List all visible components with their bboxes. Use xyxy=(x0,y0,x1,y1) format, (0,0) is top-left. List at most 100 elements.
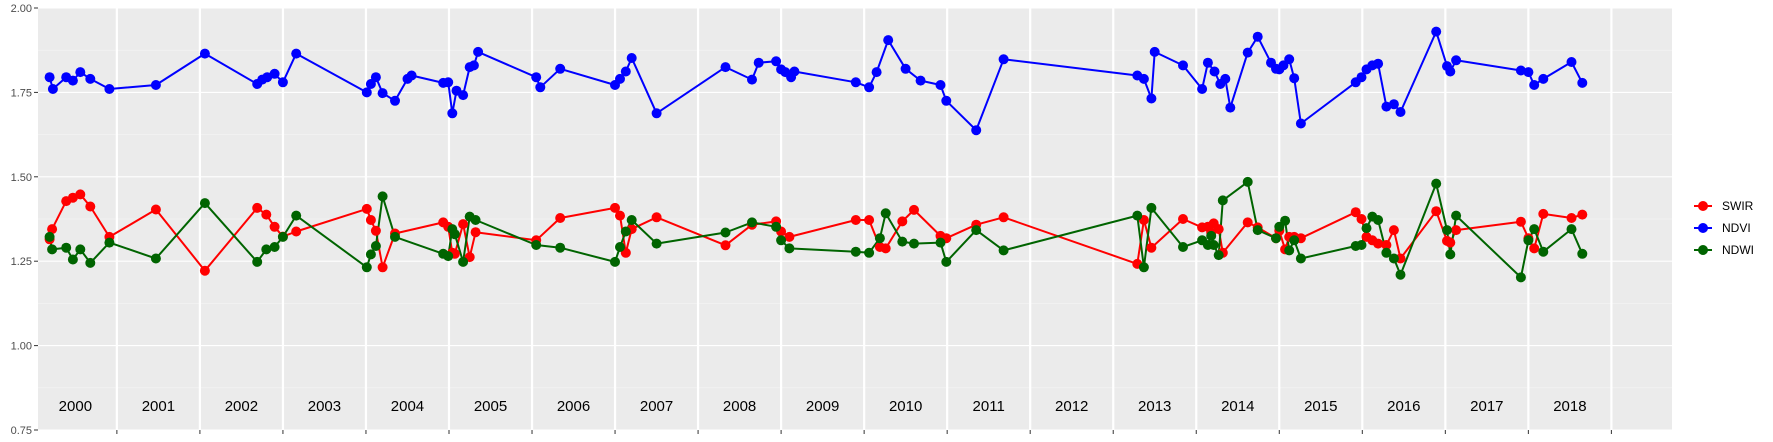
ndvi-point xyxy=(269,68,280,79)
year-label: 2011 xyxy=(973,398,1005,415)
ndvi-point xyxy=(1431,26,1442,37)
year-label: 2017 xyxy=(1470,398,1503,415)
ndvi-point xyxy=(1451,55,1462,66)
swir-point xyxy=(365,215,376,225)
ndvi-point xyxy=(971,125,982,136)
ndwi-point xyxy=(443,251,454,262)
ndwi-point xyxy=(1242,176,1253,187)
year-label: 2009 xyxy=(806,398,839,415)
ndvi-point xyxy=(447,108,458,119)
swir-point xyxy=(199,265,210,276)
legend-swatch-ndwi xyxy=(1698,245,1708,255)
ndwi-point xyxy=(1208,240,1219,250)
ndvi-point xyxy=(361,87,372,98)
ndvi-point xyxy=(720,62,731,73)
ndwi-point xyxy=(470,215,481,225)
swir-point xyxy=(1451,225,1462,236)
grid-layer xyxy=(38,7,1672,431)
ndvi-point xyxy=(390,95,400,106)
ndvi-point xyxy=(1284,54,1295,65)
ndvi-point xyxy=(370,72,381,83)
ndvi-point xyxy=(771,56,782,67)
ndwi-point xyxy=(776,235,787,246)
ndvi-point xyxy=(1566,57,1577,67)
ndvi-point xyxy=(1577,77,1588,88)
ndvi-point xyxy=(1356,72,1367,83)
ndwi-point xyxy=(651,238,662,249)
swir-point xyxy=(458,219,469,230)
swir-point xyxy=(47,224,58,235)
ndvi-point xyxy=(1529,80,1540,90)
ndwi-point xyxy=(747,217,757,228)
year-label: 2013 xyxy=(1138,398,1171,415)
ndvi-point xyxy=(789,66,800,77)
ndwi-point xyxy=(449,229,460,240)
swir-point xyxy=(1515,216,1526,227)
ndwi-point xyxy=(610,256,620,267)
swir-point xyxy=(370,225,381,236)
swir-point xyxy=(1431,206,1442,217)
swir-point xyxy=(784,231,795,242)
ndwi-point xyxy=(75,244,86,255)
year-label: 2002 xyxy=(225,398,258,415)
y-tick-label: 1.25 xyxy=(11,256,32,268)
ndwi-point xyxy=(85,257,96,268)
ndvi-point xyxy=(555,63,566,74)
swir-point xyxy=(864,215,875,225)
swir-point xyxy=(1373,238,1384,249)
year-label: 2006 xyxy=(557,398,590,415)
ndwi-point xyxy=(44,231,55,242)
swir-point xyxy=(252,202,263,213)
swir-point xyxy=(1538,208,1549,219)
swir-point xyxy=(261,209,272,220)
ndvi-point xyxy=(651,108,662,119)
ndwi-point xyxy=(874,233,885,244)
ndvi-point xyxy=(1146,93,1157,104)
ndwi-point xyxy=(880,208,891,219)
ndwi-point xyxy=(61,242,72,253)
swir-point xyxy=(720,240,731,251)
ndvi-point xyxy=(458,90,469,101)
ndwi-point xyxy=(626,215,637,225)
swir-point xyxy=(291,226,302,237)
ndwi-point xyxy=(1280,215,1291,226)
y-tick-label: 1.00 xyxy=(11,341,32,353)
ndvi-point xyxy=(104,84,115,94)
swir-point xyxy=(909,204,919,215)
year-label: 2008 xyxy=(723,398,756,415)
ndvi-point xyxy=(1289,73,1300,84)
year-label: 2014 xyxy=(1221,398,1254,415)
swir-point xyxy=(1356,214,1367,224)
swir-point xyxy=(850,215,861,225)
ndwi-point xyxy=(1146,202,1157,213)
ndvi-point xyxy=(753,57,764,68)
swir-point xyxy=(269,221,280,232)
ndvi-point xyxy=(535,82,546,93)
year-label: 2018 xyxy=(1553,398,1586,415)
legend-label-ndvi: NDVI xyxy=(1722,221,1751,235)
ndwi-point xyxy=(850,246,861,257)
ndvi-point xyxy=(406,70,417,81)
swir-point xyxy=(651,212,662,223)
ndwi-point xyxy=(269,242,280,252)
ndwi-point xyxy=(1566,224,1577,235)
ndvi-point xyxy=(1138,73,1149,84)
ndwi-point xyxy=(1445,249,1456,260)
ndwi-point xyxy=(1284,245,1295,256)
ndwi-point xyxy=(277,231,288,242)
swir-point xyxy=(1213,224,1224,235)
swir-point xyxy=(1178,214,1188,224)
ndvi-point xyxy=(1242,47,1253,58)
ndwi-point xyxy=(261,244,272,255)
ndwi-point xyxy=(1523,235,1534,246)
y-tick-label: 1.50 xyxy=(11,172,32,184)
ndwi-point xyxy=(784,243,795,254)
ndvi-point xyxy=(864,82,875,93)
ndvi-point xyxy=(44,72,55,83)
legend-swatch-swir xyxy=(1698,201,1708,211)
ndvi-point xyxy=(199,48,210,59)
year-label: 2003 xyxy=(308,398,341,415)
ndwi-point xyxy=(1213,250,1224,261)
ndvi-point xyxy=(277,77,288,88)
